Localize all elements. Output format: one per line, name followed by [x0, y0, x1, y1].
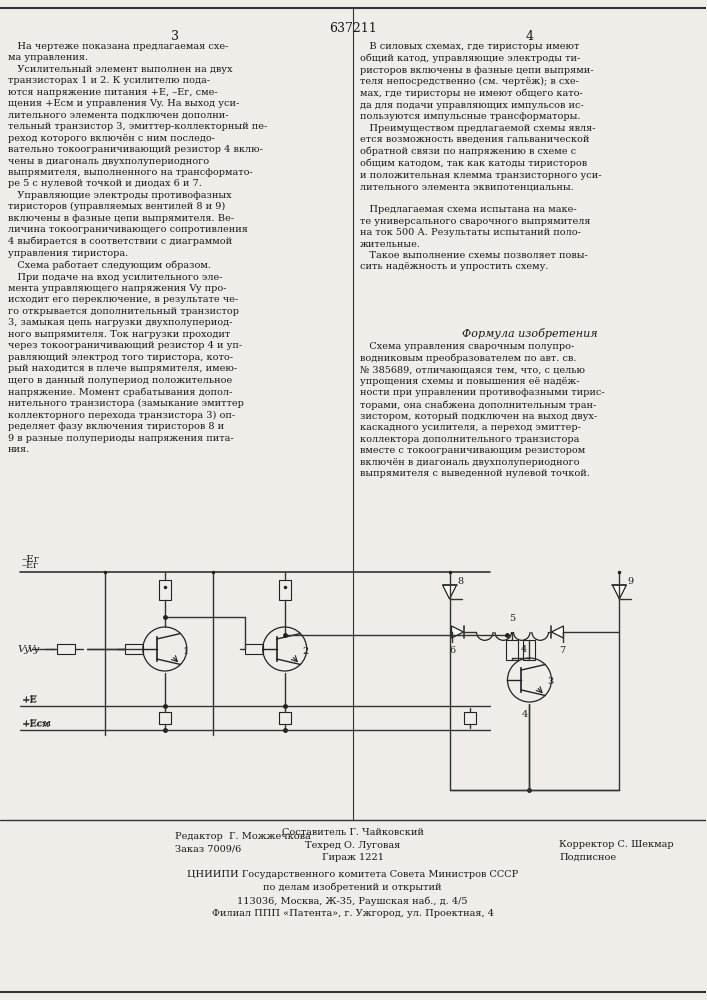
Text: Vy: Vy — [28, 645, 40, 654]
Text: В силовых схемах, где тиристоры имеют
общий катод, управляющие электроды ти-
рис: В силовых схемах, где тиристоры имеют об… — [360, 42, 601, 271]
Text: +E: +E — [22, 696, 37, 705]
Text: +Eсм: +Eсм — [22, 720, 50, 729]
Polygon shape — [443, 585, 457, 599]
Text: 5: 5 — [510, 614, 515, 623]
Polygon shape — [612, 585, 626, 599]
Text: Схема управления сварочным полупро-
водниковым преобразователем по авт. св.
№ 38: Схема управления сварочным полупро- водн… — [360, 342, 604, 478]
Text: На чертеже показана предлагаемая схе-
ма управления.
   Усилительный элемент вып: На чертеже показана предлагаемая схе- ма… — [8, 42, 267, 454]
Text: Редактор  Г. Можжечкова
Заказ 7009/6: Редактор Г. Можжечкова Заказ 7009/6 — [175, 832, 310, 854]
Bar — [506, 640, 518, 660]
Text: –Eг: –Eг — [22, 561, 39, 570]
Bar — [57, 644, 75, 654]
Bar — [245, 644, 263, 654]
Text: –Eг: –Eг — [22, 555, 40, 564]
Text: 3: 3 — [171, 30, 179, 43]
Text: 2: 2 — [303, 647, 309, 656]
Text: Vy: Vy — [17, 645, 30, 654]
Bar — [125, 644, 143, 654]
Bar — [279, 712, 291, 724]
Text: 3: 3 — [547, 678, 554, 686]
Text: 7: 7 — [559, 646, 566, 655]
Bar — [159, 580, 171, 600]
Text: Составитель Г. Чайковский
Техред О. Луговая
Гираж 1221: Составитель Г. Чайковский Техред О. Луго… — [281, 828, 423, 862]
Text: 4: 4 — [520, 646, 527, 654]
Text: +Eсм: +Eсм — [22, 719, 52, 728]
Text: 9: 9 — [627, 577, 633, 586]
Text: 4: 4 — [521, 710, 527, 719]
Polygon shape — [452, 626, 464, 638]
Text: Формула изобретения: Формула изобретения — [462, 328, 597, 339]
Text: ЦНИИПИ Государственного комитета Совета Министров СССР
по делам изобретений и от: ЦНИИПИ Государственного комитета Совета … — [187, 870, 518, 918]
Text: 6: 6 — [450, 646, 455, 655]
Bar — [159, 712, 171, 724]
Bar — [279, 580, 291, 600]
Text: 8: 8 — [457, 577, 464, 586]
Text: 4: 4 — [525, 30, 534, 43]
Text: 1: 1 — [183, 647, 189, 656]
Text: +E: +E — [22, 695, 38, 704]
Text: 637211: 637211 — [329, 22, 377, 35]
Bar — [464, 712, 476, 724]
Bar — [523, 640, 535, 660]
Polygon shape — [551, 626, 563, 638]
Text: Корректор С. Шекмар
Подписное: Корректор С. Шекмар Подписное — [559, 840, 674, 861]
